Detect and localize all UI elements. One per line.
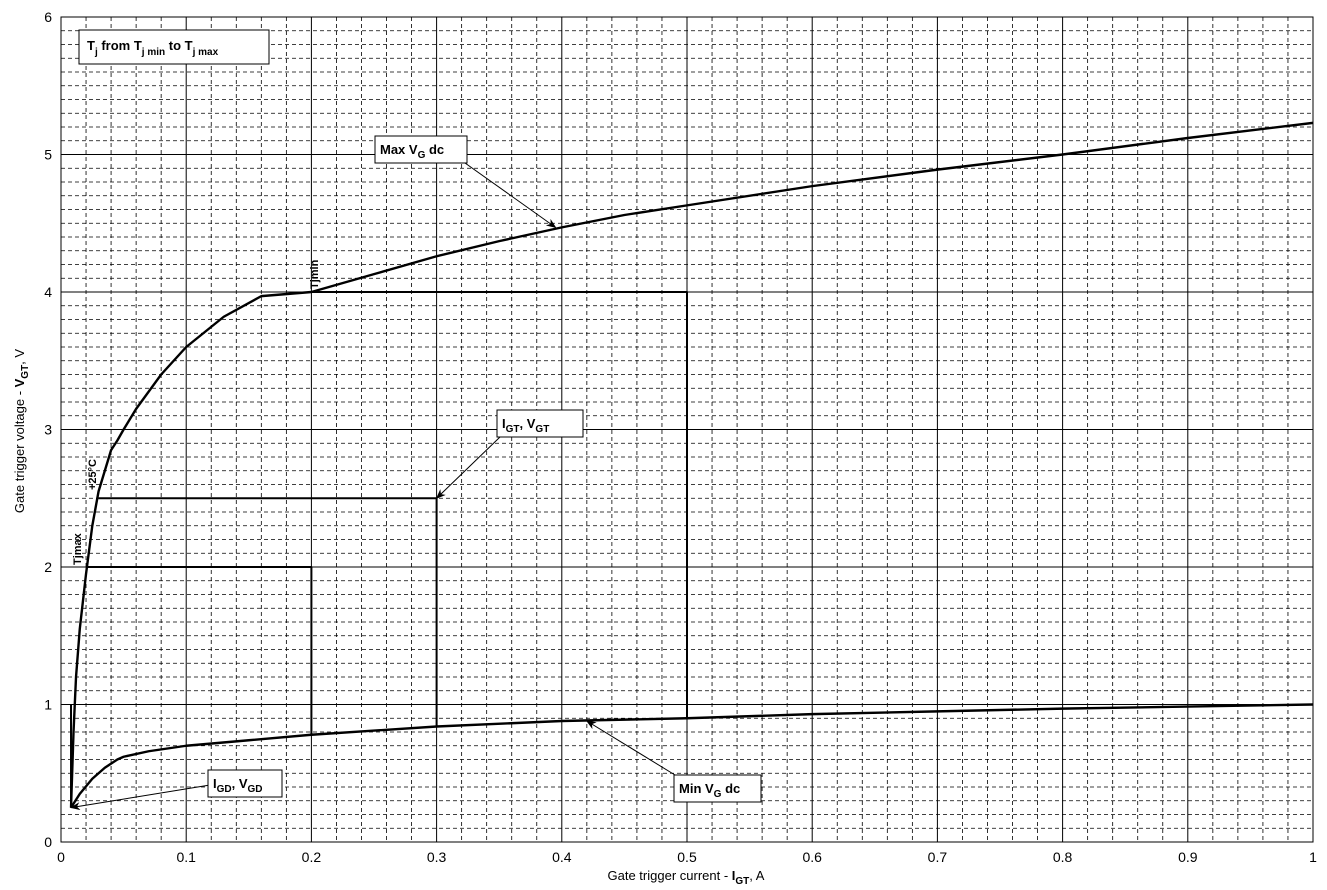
y-tick-label: 5 bbox=[44, 147, 52, 163]
x-axis-label: Gate trigger current - IGT, A bbox=[608, 868, 765, 887]
y-axis-label: Gate trigger voltage - VGT, V bbox=[12, 349, 31, 514]
t25-label: +25°C bbox=[87, 459, 99, 490]
series-line-0 bbox=[69, 121, 1314, 808]
tjmax-label: Tjmax bbox=[72, 532, 84, 565]
svg-text:Tj from Tj min to Tj max: Tj from Tj min to Tj max bbox=[87, 38, 219, 58]
x-tick-label: 0.1 bbox=[176, 849, 196, 865]
x-tick-label: 0.7 bbox=[928, 849, 948, 865]
tick-labels: 0 0.1 0.2 0.3 0.4 0.5 0.6 0.7 0.8 0.9 1 0 1 2 3 4 5 6 bbox=[44, 9, 1317, 865]
series-line-5 bbox=[311, 291, 688, 719]
series-layer bbox=[69, 121, 1314, 809]
x-tick-label: 0.4 bbox=[552, 849, 572, 865]
y-tick-label: 6 bbox=[44, 9, 52, 25]
max-vg-arrow bbox=[464, 162, 557, 228]
igt-vgt-annotation: IGT, VGT bbox=[435, 409, 584, 499]
x-tick-label: 1 bbox=[1309, 849, 1317, 865]
x-tick-label: 0.6 bbox=[802, 849, 822, 865]
x-tick-label: 0.3 bbox=[427, 849, 447, 865]
y-tick-label: 4 bbox=[44, 284, 52, 300]
x-tick-label: 0.5 bbox=[677, 849, 697, 865]
svg-text:IGT, VGT: IGT, VGT bbox=[502, 416, 549, 435]
igt-vgt-arrow bbox=[435, 436, 501, 499]
y-tick-label: 0 bbox=[44, 834, 52, 850]
y-tick-label: 3 bbox=[44, 422, 52, 438]
max-vg-annotation: Max VG dc bbox=[374, 135, 557, 228]
svg-text:Min VG dc: Min VG dc bbox=[679, 781, 740, 800]
y-tick-label: 2 bbox=[44, 559, 52, 575]
x-tick-label: 0.9 bbox=[1178, 849, 1198, 865]
x-tick-label: 0 bbox=[57, 849, 65, 865]
min-vg-annotation: Min VG dc bbox=[585, 720, 762, 803]
series-line-1 bbox=[70, 703, 1314, 809]
tj-range-annotation: Tj from Tj min to Tj max bbox=[78, 29, 270, 65]
svg-text:IGD, VGD: IGD, VGD bbox=[213, 776, 263, 795]
min-vg-arrow bbox=[585, 720, 676, 776]
x-tick-label: 0.2 bbox=[302, 849, 322, 865]
plot-frame bbox=[60, 16, 1314, 843]
y-tick-label: 1 bbox=[44, 697, 52, 713]
svg-text:Max VG dc: Max VG dc bbox=[380, 142, 444, 161]
tjmin-label: Tjmin bbox=[309, 259, 321, 289]
series-line-4 bbox=[98, 497, 438, 727]
igd-vgd-annotation: IGD, VGD bbox=[70, 769, 283, 811]
igd-vgd-arrow bbox=[70, 784, 211, 811]
series-line-3 bbox=[86, 566, 313, 735]
x-tick-label: 0.8 bbox=[1053, 849, 1073, 865]
